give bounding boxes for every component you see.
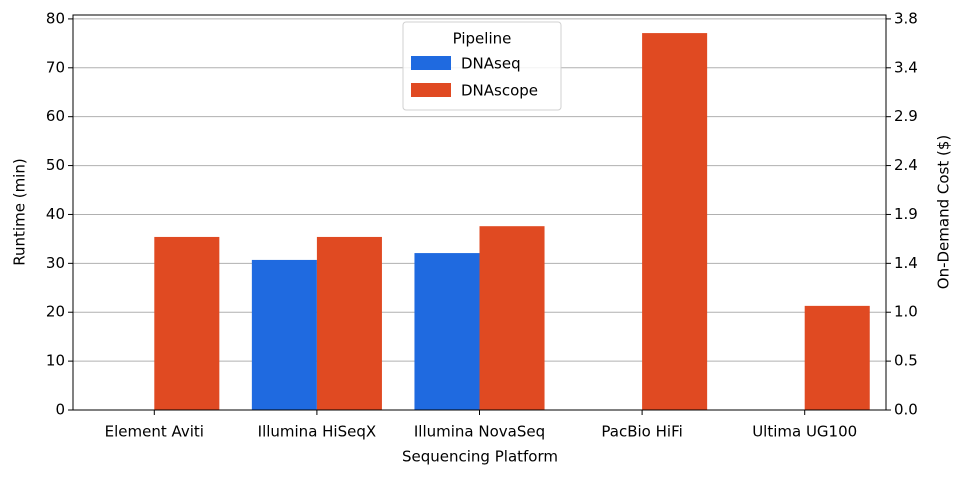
bar xyxy=(479,226,545,410)
y-axis-label: Runtime (min) xyxy=(11,158,29,265)
x-axis-label: Sequencing Platform xyxy=(402,448,558,466)
x-tick-label: Illumina HiSeqX xyxy=(258,423,377,441)
y2-tick-label: 0.5 xyxy=(894,352,918,370)
y2-tick-label: 2.4 xyxy=(894,156,918,174)
bar xyxy=(642,33,708,411)
y2-tick-label: 1.0 xyxy=(894,303,918,321)
y2-tick-label: 3.4 xyxy=(894,58,918,76)
y-tick-label: 50 xyxy=(46,156,65,174)
y-tick-label: 0 xyxy=(55,401,65,419)
legend-label: DNAseq xyxy=(461,55,521,73)
legend-swatch xyxy=(411,56,451,70)
x-tick-label: Ultima UG100 xyxy=(752,423,857,441)
legend-swatch xyxy=(411,83,451,97)
legend-title: Pipeline xyxy=(453,30,512,48)
bar xyxy=(316,236,382,410)
y-tick-label: 70 xyxy=(46,58,65,76)
y-tick-label: 10 xyxy=(46,352,65,370)
bar xyxy=(154,236,220,410)
legend-label: DNAscope xyxy=(461,82,538,100)
plot-frame xyxy=(72,14,887,411)
y2-tick-label: 3.8 xyxy=(894,9,918,27)
y2-tick-label: 0.0 xyxy=(894,401,918,419)
y2-tick-label: 1.9 xyxy=(894,205,918,223)
y-tick-label: 30 xyxy=(46,254,65,272)
y-tick-label: 20 xyxy=(46,303,65,321)
x-tick-label: PacBio HiFi xyxy=(601,423,682,441)
bar xyxy=(251,259,317,410)
y-tick-label: 80 xyxy=(46,9,65,27)
y2-axis-label: On-Demand Cost ($) xyxy=(935,135,953,289)
x-tick-label: Illumina NovaSeq xyxy=(414,423,545,441)
bar xyxy=(804,305,870,410)
bar xyxy=(414,253,480,410)
y2-tick-label: 1.4 xyxy=(894,254,918,272)
y-tick-label: 60 xyxy=(46,107,65,125)
x-tick-label: Element Aviti xyxy=(105,423,204,441)
y-tick-label: 40 xyxy=(46,205,65,223)
y2-tick-label: 2.9 xyxy=(894,107,918,125)
